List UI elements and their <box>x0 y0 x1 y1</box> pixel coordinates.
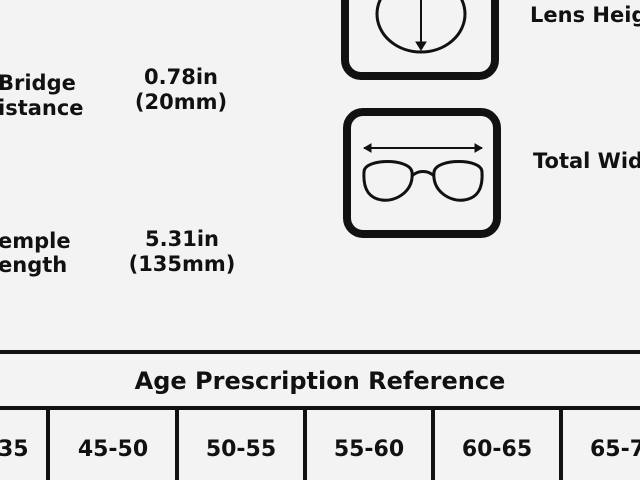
spec-label: Bridge <box>0 71 76 95</box>
spec-value: 0.78in <box>144 65 218 89</box>
total-width-icon <box>343 108 501 238</box>
spec-label: istance <box>0 96 84 120</box>
icon-label: Total Wid <box>533 149 640 173</box>
spec-value: (20mm) <box>135 90 227 114</box>
lens-height-icon <box>341 0 499 80</box>
table-cell: 50-55 <box>206 437 276 462</box>
table-cell: 55-60 <box>334 437 404 462</box>
spec-label: emple <box>0 229 71 253</box>
table-cell: 65-7 <box>590 437 640 462</box>
table-cell: 35 <box>0 437 29 462</box>
spec-value: 5.31in <box>145 227 219 251</box>
icon-label: Lens Heig <box>530 3 640 27</box>
table-grid <box>46 408 563 480</box>
spec-label: ength <box>0 253 67 277</box>
table-title: Age Prescription Reference <box>135 367 506 395</box>
table-cell: 60-65 <box>462 437 532 462</box>
table-cell: 45-50 <box>78 437 148 462</box>
spec-value: (135mm) <box>129 252 236 276</box>
